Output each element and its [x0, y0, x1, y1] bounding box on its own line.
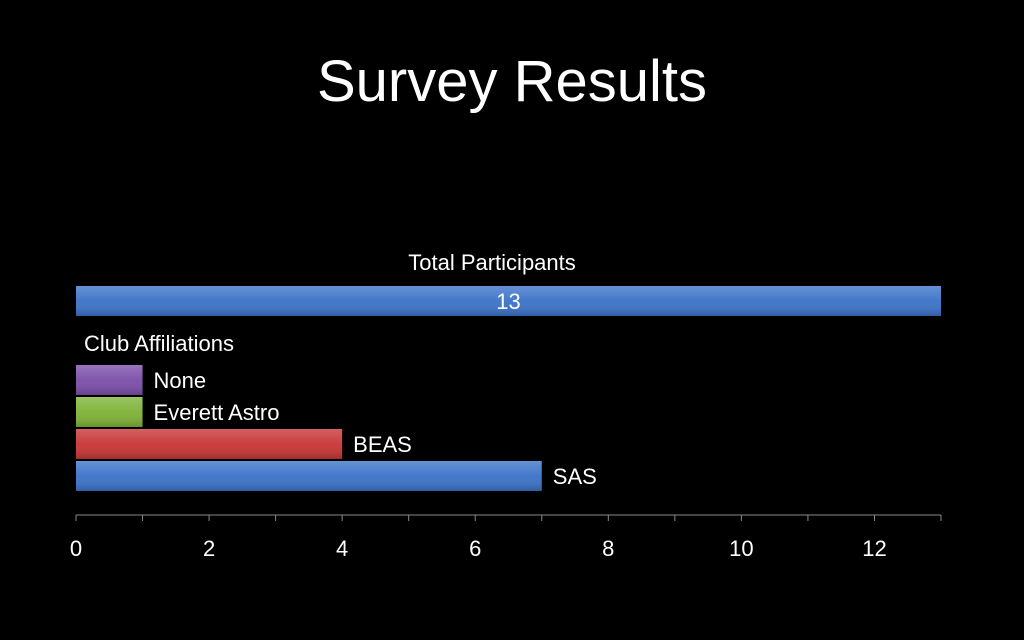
x-tick-label: 6: [469, 536, 481, 561]
group-label-club-affiliations: Club Affiliations: [84, 331, 234, 356]
group-label-total-participants: Total Participants: [408, 250, 576, 275]
category-label-sas: SAS: [553, 464, 597, 489]
x-tick-label: 2: [203, 536, 215, 561]
bar-everett-astro-shine: [76, 397, 143, 427]
slide-title: Survey Results: [316, 49, 708, 114]
bar-total-participants-shine: [76, 286, 941, 316]
x-tick-label: 4: [336, 536, 348, 561]
bars-layer: Total Participants 13 Club Affiliations Non…: [76, 250, 941, 491]
x-tick-label: 12: [862, 536, 886, 561]
category-label-beas: BEAS: [353, 432, 412, 457]
x-tick-label: 8: [602, 536, 614, 561]
bar-sas-shine: [76, 461, 542, 491]
category-label-everett-astro: Everett Astro: [154, 400, 280, 425]
x-axis: 0 2 4 6 8 10 12: [70, 514, 942, 561]
bar-beas-shine: [76, 429, 343, 459]
data-label-total-participants: 13: [496, 289, 520, 314]
bar-none-shine: [76, 365, 143, 395]
x-tick-label: 0: [70, 536, 82, 561]
x-tick-label: 10: [729, 536, 753, 561]
category-label-none: None: [154, 368, 207, 393]
